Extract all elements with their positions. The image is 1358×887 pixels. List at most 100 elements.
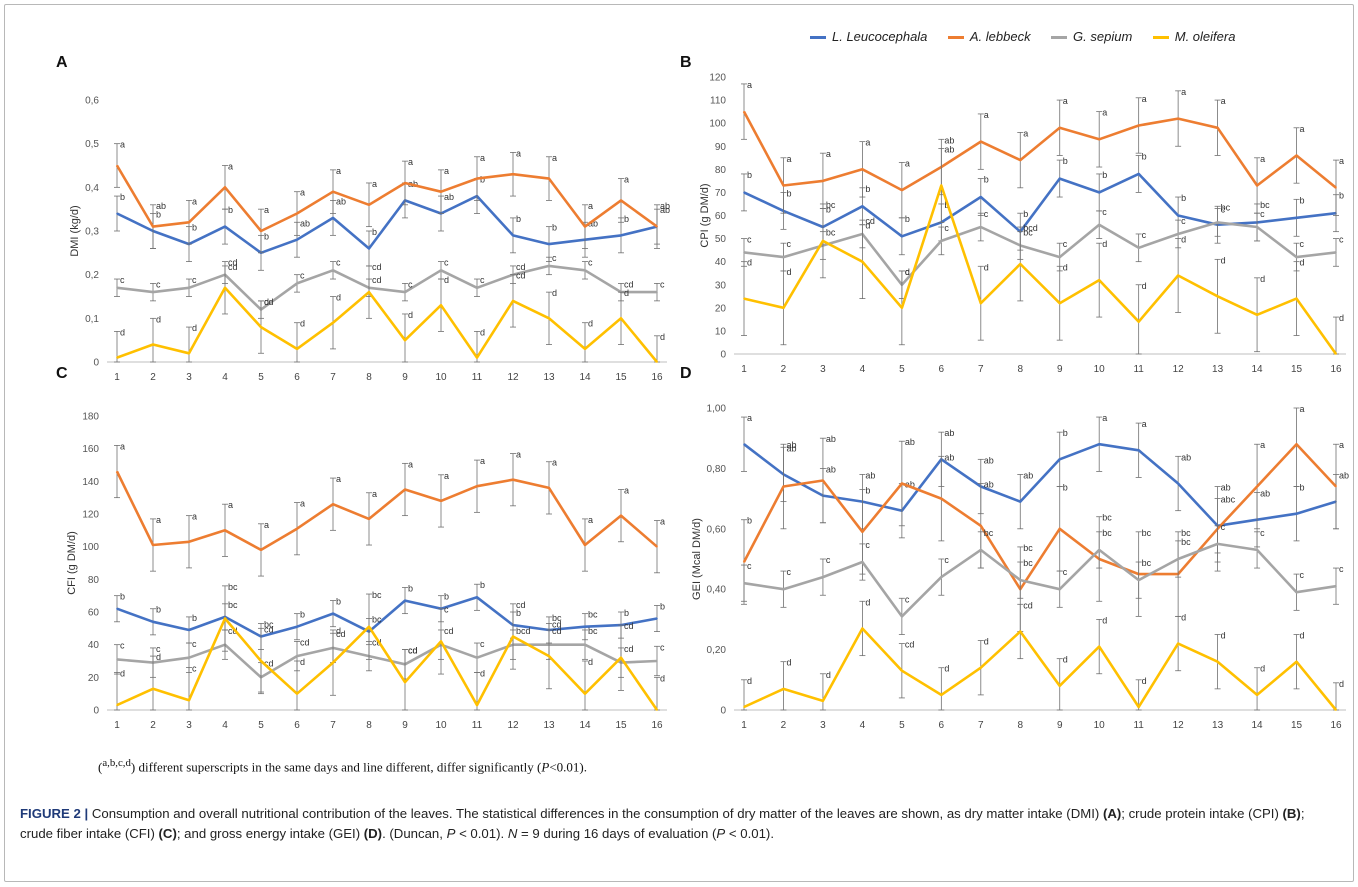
- significance-label: cd: [264, 659, 274, 669]
- significance-label: ab: [826, 464, 836, 474]
- x-tick-label: 2: [150, 720, 156, 731]
- data-point: [368, 204, 370, 206]
- y-tick-label: 120: [709, 73, 726, 84]
- significance-label: a: [588, 515, 593, 525]
- data-point: [404, 182, 406, 184]
- data-point: [1335, 585, 1337, 587]
- data-point: [188, 656, 190, 659]
- significance-label: c: [747, 235, 752, 245]
- y-tick-label: 100: [709, 119, 726, 130]
- data-point: [782, 184, 785, 187]
- x-tick-label: 5: [899, 720, 905, 731]
- data-point: [940, 240, 943, 242]
- significance-label: bcd: [516, 626, 531, 636]
- data-point: [584, 643, 586, 646]
- significance-label: cd: [408, 646, 418, 656]
- data-point: [822, 180, 824, 182]
- y-tick-label: 100: [82, 542, 99, 553]
- data-point: [822, 700, 824, 702]
- significance-label: c: [786, 567, 791, 577]
- y-tick-label: 10: [715, 326, 727, 337]
- significance-label: b: [1181, 193, 1186, 203]
- figure-caption: FIGURE 2 | Consumption and overall nutri…: [20, 804, 1340, 844]
- data-point: [152, 225, 154, 228]
- significance-label: d: [747, 258, 752, 268]
- significance-label: d: [1181, 612, 1186, 622]
- significance-label: d: [660, 673, 665, 683]
- y-axis-label: DMI (kg/d): [69, 205, 81, 256]
- y-tick-label: 80: [715, 165, 727, 176]
- significance-label: a: [786, 154, 791, 164]
- x-tick-label: 13: [543, 720, 555, 731]
- x-tick-label: 16: [1330, 720, 1342, 731]
- significance-label: d: [660, 332, 665, 342]
- x-tick-label: 13: [1212, 720, 1224, 731]
- caption-panel-ref: (A): [1102, 806, 1122, 821]
- significance-label: cd: [372, 262, 382, 272]
- significance-label: b: [228, 205, 233, 215]
- data-point: [368, 518, 370, 520]
- data-point: [404, 488, 406, 491]
- x-tick-label: 15: [615, 720, 627, 731]
- significance-label: bc: [1023, 228, 1033, 238]
- significance-label: b: [660, 601, 665, 611]
- significance-label: b: [408, 584, 413, 594]
- data-point: [188, 221, 190, 224]
- significance-label: d: [1300, 258, 1305, 268]
- significance-label: d: [120, 668, 125, 678]
- data-point: [332, 269, 334, 272]
- data-point: [1177, 482, 1179, 485]
- significance-label: bc: [826, 200, 836, 210]
- data-point: [1098, 138, 1100, 141]
- legend-swatch: [947, 36, 964, 40]
- significance-label: b: [624, 608, 629, 618]
- footnote-text: ) different superscripts in the same day…: [130, 759, 542, 775]
- data-point: [1256, 485, 1258, 488]
- y-tick-label: 0: [93, 706, 99, 717]
- x-tick-label: 6: [294, 372, 300, 383]
- significance-label: d: [1181, 235, 1186, 245]
- significance-label: ab: [984, 480, 994, 490]
- x-tick-label: 1: [114, 720, 120, 731]
- caption-text: Consumption and overall nutritional cont…: [91, 806, 1100, 821]
- data-point: [861, 627, 864, 630]
- data-point: [1295, 512, 1298, 515]
- data-point: [1058, 177, 1061, 180]
- x-tick-label: 2: [781, 364, 787, 375]
- data-point: [476, 656, 478, 659]
- data-point: [188, 352, 190, 355]
- significance-label: ab: [826, 434, 836, 444]
- data-point: [1098, 279, 1100, 281]
- caption-text: ; crude fiber intake (CFI): [20, 806, 1305, 841]
- significance-label: ab: [660, 201, 670, 211]
- data-point: [861, 168, 864, 171]
- significance-label: cd: [624, 644, 634, 654]
- series-a-lebbeck: a a a a a a a a a a a a a a a a: [114, 441, 665, 577]
- significance-label: a: [300, 499, 305, 509]
- data-point: [260, 326, 262, 328]
- significance-label: cd: [336, 629, 346, 639]
- data-point: [743, 706, 745, 708]
- data-point: [980, 524, 982, 527]
- significance-label: cd: [228, 626, 238, 636]
- significance-label: c: [1063, 567, 1068, 577]
- data-point: [940, 184, 943, 187]
- series-line: [116, 643, 658, 679]
- significance-label: d: [480, 327, 485, 337]
- significance-label: b: [1300, 483, 1305, 493]
- data-point: [332, 503, 334, 506]
- series-line: [116, 595, 658, 638]
- significance-label: c: [552, 253, 557, 263]
- significance-label: a: [1260, 440, 1265, 450]
- significance-label: bc: [1142, 528, 1152, 538]
- series-line: [116, 617, 659, 711]
- data-point: [1177, 214, 1179, 217]
- series-line: [743, 184, 1338, 355]
- significance-label: a: [372, 179, 377, 189]
- y-tick-label: 90: [715, 142, 727, 153]
- significance-label: b: [624, 214, 629, 224]
- significance-label: ab: [786, 443, 796, 453]
- significance-label: cd: [552, 619, 562, 629]
